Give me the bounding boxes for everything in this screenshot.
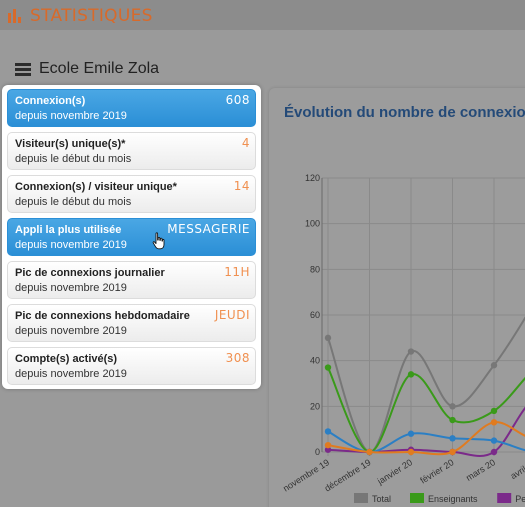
stat-value: 308	[225, 351, 250, 365]
stat-value: 11H	[224, 265, 250, 279]
stat-period: depuis novembre 2019	[15, 110, 127, 122]
y-tick-label: 0	[315, 447, 320, 457]
legend-swatch	[497, 493, 512, 503]
stat-value: 14	[233, 179, 250, 193]
stat-card-connexions[interactable]: Connexion(s) depuis novembre 2019 608	[7, 89, 256, 127]
y-tick-label: 40	[310, 356, 320, 366]
stat-label: Pic de connexions hebdomadaire	[15, 310, 190, 322]
stat-period: depuis le début du mois	[15, 153, 132, 165]
stats-panel: Connexion(s) depuis novembre 2019 608 Vi…	[2, 85, 261, 389]
stat-label: Pic de connexions journalier	[15, 267, 165, 279]
bar-chart-icon	[8, 8, 24, 24]
data-point	[490, 419, 498, 426]
data-point	[449, 448, 456, 456]
data-point	[490, 437, 498, 444]
stat-card-pic-journalier[interactable]: Pic de connexions journalier depuis nove…	[7, 261, 256, 299]
data-point	[324, 364, 332, 371]
chart-title: Évolution du nombre de connexions	[284, 104, 525, 121]
stat-label: Appli la plus utilisée	[15, 224, 122, 236]
stat-label: Connexion(s)	[15, 95, 86, 107]
menu-icon[interactable]	[15, 62, 31, 76]
data-point	[449, 416, 456, 424]
y-tick-label: 60	[310, 310, 320, 320]
data-point	[324, 428, 332, 435]
stat-period: depuis le début du mois	[15, 196, 132, 208]
stat-value: 608	[225, 93, 250, 107]
stat-value: 4	[241, 136, 250, 150]
data-point	[490, 448, 498, 456]
data-point	[324, 446, 332, 453]
y-tick-label: 100	[305, 219, 320, 229]
x-tick-label: décembre 19	[323, 457, 373, 493]
data-point	[407, 448, 415, 456]
top-header	[0, 0, 525, 30]
stat-label: Compte(s) activé(s)	[15, 353, 118, 365]
data-point	[407, 348, 415, 355]
data-point	[490, 362, 498, 369]
y-tick-label: 120	[305, 173, 320, 183]
data-point	[449, 403, 456, 410]
stat-label: Connexion(s) / visiteur unique*	[15, 181, 177, 193]
stat-card-visiteurs-uniques[interactable]: Visiteur(s) unique(s)* depuis le début d…	[7, 132, 256, 170]
data-point	[407, 371, 415, 378]
data-point	[490, 407, 498, 415]
stat-period: depuis novembre 2019	[15, 325, 127, 337]
school-header: Ecole Emile Zola	[15, 60, 159, 78]
legend-label: Person	[515, 494, 525, 504]
series-line	[327, 367, 525, 454]
data-point	[407, 430, 415, 437]
series-line	[327, 406, 525, 457]
stat-value: MESSAGERIE	[167, 222, 250, 236]
x-tick-label: février 20	[418, 457, 455, 485]
data-point	[324, 441, 332, 449]
stat-period: depuis novembre 2019	[15, 239, 127, 251]
stat-value: JEUDI	[214, 308, 250, 322]
stat-card-comptes-actives[interactable]: Compte(s) activé(s) depuis novembre 2019…	[7, 347, 256, 385]
app-title: STATISTIQUES	[8, 5, 153, 27]
stat-period: depuis novembre 2019	[15, 282, 127, 294]
chart-panel	[269, 88, 525, 507]
stat-card-appli-utilisee[interactable]: Appli la plus utilisée depuis novembre 2…	[7, 218, 256, 256]
app-title-text: STATISTIQUES	[30, 6, 153, 26]
y-tick-label: 80	[310, 264, 320, 274]
stat-label: Visiteur(s) unique(s)*	[15, 138, 126, 150]
x-tick-label: mars 20	[464, 457, 497, 483]
stat-card-pic-hebdomadaire[interactable]: Pic de connexions hebdomadaire depuis no…	[7, 304, 256, 342]
hand-cursor-icon	[152, 232, 165, 250]
school-name: Ecole Emile Zola	[39, 60, 160, 77]
legend-label: Enseignants	[428, 494, 478, 504]
data-point	[324, 334, 332, 342]
legend-label: Total	[372, 494, 391, 504]
x-tick-label: avril 20	[509, 457, 525, 481]
legend-swatch	[354, 493, 368, 503]
data-point	[449, 435, 456, 442]
legend-swatch	[410, 493, 424, 503]
stat-card-connexions-par-visiteur[interactable]: Connexion(s) / visiteur unique* depuis l…	[7, 175, 256, 213]
y-tick-label: 20	[310, 401, 320, 411]
stat-period: depuis novembre 2019	[15, 368, 127, 380]
x-tick-label: janvier 20	[375, 457, 414, 487]
data-point	[366, 448, 373, 456]
